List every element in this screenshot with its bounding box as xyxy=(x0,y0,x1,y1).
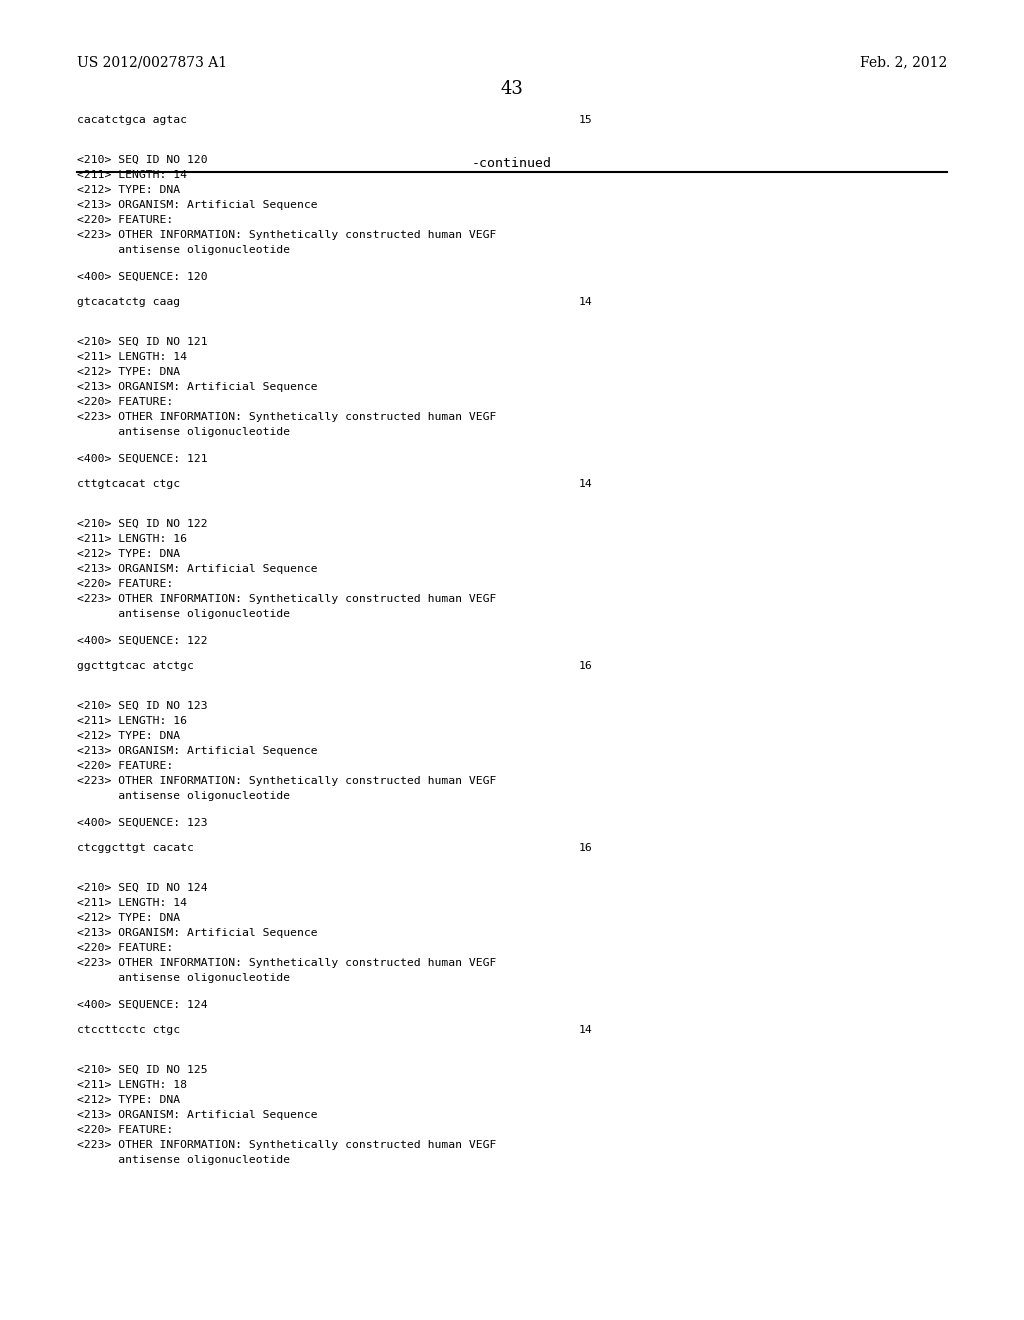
Text: antisense oligonucleotide: antisense oligonucleotide xyxy=(77,1155,290,1166)
Text: <213> ORGANISM: Artificial Sequence: <213> ORGANISM: Artificial Sequence xyxy=(77,381,317,392)
Text: <211> LENGTH: 14: <211> LENGTH: 14 xyxy=(77,898,186,908)
Text: 14: 14 xyxy=(579,479,592,488)
Text: <400> SEQUENCE: 121: <400> SEQUENCE: 121 xyxy=(77,454,208,465)
Text: <211> LENGTH: 16: <211> LENGTH: 16 xyxy=(77,715,186,726)
Text: <223> OTHER INFORMATION: Synthetically constructed human VEGF: <223> OTHER INFORMATION: Synthetically c… xyxy=(77,594,497,605)
Text: ctccttcctc ctgc: ctccttcctc ctgc xyxy=(77,1026,180,1035)
Text: <212> TYPE: DNA: <212> TYPE: DNA xyxy=(77,913,180,923)
Text: <220> FEATURE:: <220> FEATURE: xyxy=(77,1125,173,1135)
Text: <211> LENGTH: 14: <211> LENGTH: 14 xyxy=(77,352,186,362)
Text: <213> ORGANISM: Artificial Sequence: <213> ORGANISM: Artificial Sequence xyxy=(77,928,317,939)
Text: <400> SEQUENCE: 120: <400> SEQUENCE: 120 xyxy=(77,272,208,282)
Text: <212> TYPE: DNA: <212> TYPE: DNA xyxy=(77,1096,180,1105)
Text: <223> OTHER INFORMATION: Synthetically constructed human VEGF: <223> OTHER INFORMATION: Synthetically c… xyxy=(77,776,497,785)
Text: <213> ORGANISM: Artificial Sequence: <213> ORGANISM: Artificial Sequence xyxy=(77,746,317,756)
Text: <400> SEQUENCE: 124: <400> SEQUENCE: 124 xyxy=(77,1001,208,1010)
Text: <223> OTHER INFORMATION: Synthetically constructed human VEGF: <223> OTHER INFORMATION: Synthetically c… xyxy=(77,958,497,968)
Text: 43: 43 xyxy=(501,81,523,98)
Text: antisense oligonucleotide: antisense oligonucleotide xyxy=(77,973,290,983)
Text: <210> SEQ ID NO 123: <210> SEQ ID NO 123 xyxy=(77,701,208,711)
Text: 16: 16 xyxy=(579,843,592,853)
Text: <212> TYPE: DNA: <212> TYPE: DNA xyxy=(77,549,180,558)
Text: <210> SEQ ID NO 122: <210> SEQ ID NO 122 xyxy=(77,519,208,529)
Text: gtcacatctg caag: gtcacatctg caag xyxy=(77,297,180,308)
Text: antisense oligonucleotide: antisense oligonucleotide xyxy=(77,426,290,437)
Text: cacatctgca agtac: cacatctgca agtac xyxy=(77,115,186,125)
Text: antisense oligonucleotide: antisense oligonucleotide xyxy=(77,246,290,255)
Text: 14: 14 xyxy=(579,1026,592,1035)
Text: <210> SEQ ID NO 125: <210> SEQ ID NO 125 xyxy=(77,1065,208,1074)
Text: <223> OTHER INFORMATION: Synthetically constructed human VEGF: <223> OTHER INFORMATION: Synthetically c… xyxy=(77,412,497,422)
Text: <212> TYPE: DNA: <212> TYPE: DNA xyxy=(77,185,180,195)
Text: <223> OTHER INFORMATION: Synthetically constructed human VEGF: <223> OTHER INFORMATION: Synthetically c… xyxy=(77,1140,497,1150)
Text: <400> SEQUENCE: 123: <400> SEQUENCE: 123 xyxy=(77,818,208,828)
Text: <211> LENGTH: 18: <211> LENGTH: 18 xyxy=(77,1080,186,1090)
Text: <210> SEQ ID NO 124: <210> SEQ ID NO 124 xyxy=(77,883,208,894)
Text: antisense oligonucleotide: antisense oligonucleotide xyxy=(77,791,290,801)
Text: <220> FEATURE:: <220> FEATURE: xyxy=(77,215,173,224)
Text: -continued: -continued xyxy=(472,157,552,170)
Text: US 2012/0027873 A1: US 2012/0027873 A1 xyxy=(77,55,227,69)
Text: <212> TYPE: DNA: <212> TYPE: DNA xyxy=(77,367,180,378)
Text: ctcggcttgt cacatc: ctcggcttgt cacatc xyxy=(77,843,194,853)
Text: antisense oligonucleotide: antisense oligonucleotide xyxy=(77,609,290,619)
Text: <213> ORGANISM: Artificial Sequence: <213> ORGANISM: Artificial Sequence xyxy=(77,1110,317,1119)
Text: 15: 15 xyxy=(579,115,592,125)
Text: <223> OTHER INFORMATION: Synthetically constructed human VEGF: <223> OTHER INFORMATION: Synthetically c… xyxy=(77,230,497,240)
Text: <400> SEQUENCE: 122: <400> SEQUENCE: 122 xyxy=(77,636,208,645)
Text: <213> ORGANISM: Artificial Sequence: <213> ORGANISM: Artificial Sequence xyxy=(77,201,317,210)
Text: <220> FEATURE:: <220> FEATURE: xyxy=(77,942,173,953)
Text: Feb. 2, 2012: Feb. 2, 2012 xyxy=(860,55,947,69)
Text: <213> ORGANISM: Artificial Sequence: <213> ORGANISM: Artificial Sequence xyxy=(77,564,317,574)
Text: cttgtcacat ctgc: cttgtcacat ctgc xyxy=(77,479,180,488)
Text: 16: 16 xyxy=(579,661,592,671)
Text: ggcttgtcac atctgc: ggcttgtcac atctgc xyxy=(77,661,194,671)
Text: <220> FEATURE:: <220> FEATURE: xyxy=(77,579,173,589)
Text: <210> SEQ ID NO 120: <210> SEQ ID NO 120 xyxy=(77,154,208,165)
Text: <212> TYPE: DNA: <212> TYPE: DNA xyxy=(77,731,180,741)
Text: <220> FEATURE:: <220> FEATURE: xyxy=(77,397,173,407)
Text: 14: 14 xyxy=(579,297,592,308)
Text: <220> FEATURE:: <220> FEATURE: xyxy=(77,762,173,771)
Text: <211> LENGTH: 14: <211> LENGTH: 14 xyxy=(77,170,186,180)
Text: <211> LENGTH: 16: <211> LENGTH: 16 xyxy=(77,535,186,544)
Text: <210> SEQ ID NO 121: <210> SEQ ID NO 121 xyxy=(77,337,208,347)
